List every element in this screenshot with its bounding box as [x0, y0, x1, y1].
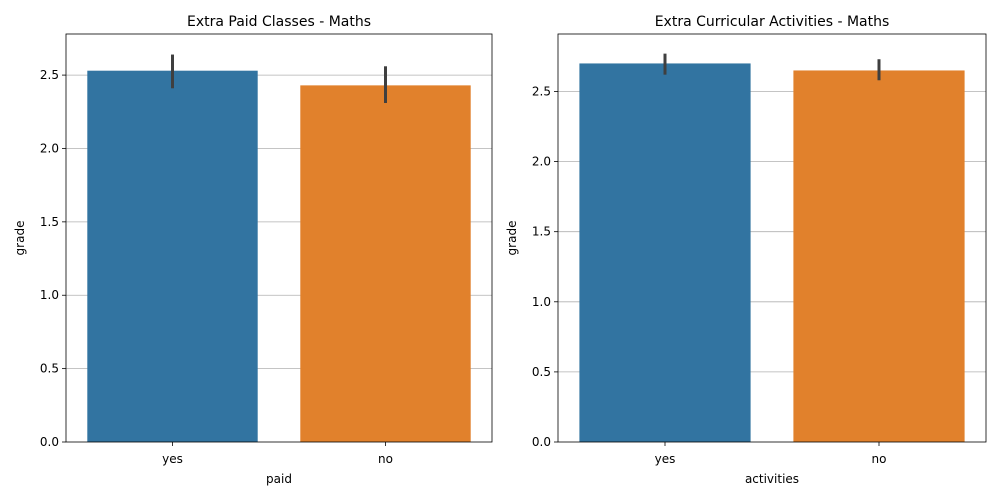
y-tick-label: 0.0 [532, 435, 551, 449]
x-tick-label: yes [162, 452, 183, 466]
y-tick-label: 0.5 [40, 362, 59, 376]
chart-title: Extra Curricular Activities - Maths [655, 14, 890, 30]
chart-title: Extra Paid Classes - Maths [187, 14, 371, 30]
x-axis-label: activities [745, 472, 799, 486]
y-tick-label: 1.0 [532, 295, 551, 309]
y-tick-label: 1.5 [40, 215, 59, 229]
y-tick-label: 0.5 [532, 365, 551, 379]
axes-frame [557, 33, 987, 443]
y-tick-label: 2.0 [40, 141, 59, 155]
bar-yes [87, 70, 258, 443]
y-tick-label: 1.5 [532, 225, 551, 239]
y-tick-label: 2.5 [532, 84, 551, 98]
bar-no [793, 70, 965, 442]
chart-1: 0.0 0.5 1.0 1.5 2.0 2.5 yes no Extra Paid Classe… [13, 14, 493, 486]
x-tick-label: no [872, 452, 887, 466]
y-tick-label: 2.5 [40, 68, 59, 82]
y-tick-label: 0.0 [40, 435, 59, 449]
x-axis-label: paid [266, 472, 292, 486]
x-tick-label: yes [655, 452, 676, 466]
y-axis-label: grade [505, 221, 519, 256]
axes-frame [65, 33, 493, 443]
y-tick-label: 2.0 [532, 155, 551, 169]
chart-2: 0.0 0.5 1.0 1.5 2.0 2.5 yes no Extra Curricular … [505, 14, 987, 486]
y-tick-label: 1.0 [40, 288, 59, 302]
x-tick-label: no [378, 452, 393, 466]
bar-yes [579, 63, 751, 442]
y-axis-label: grade [13, 221, 27, 256]
bar-no [300, 85, 471, 442]
